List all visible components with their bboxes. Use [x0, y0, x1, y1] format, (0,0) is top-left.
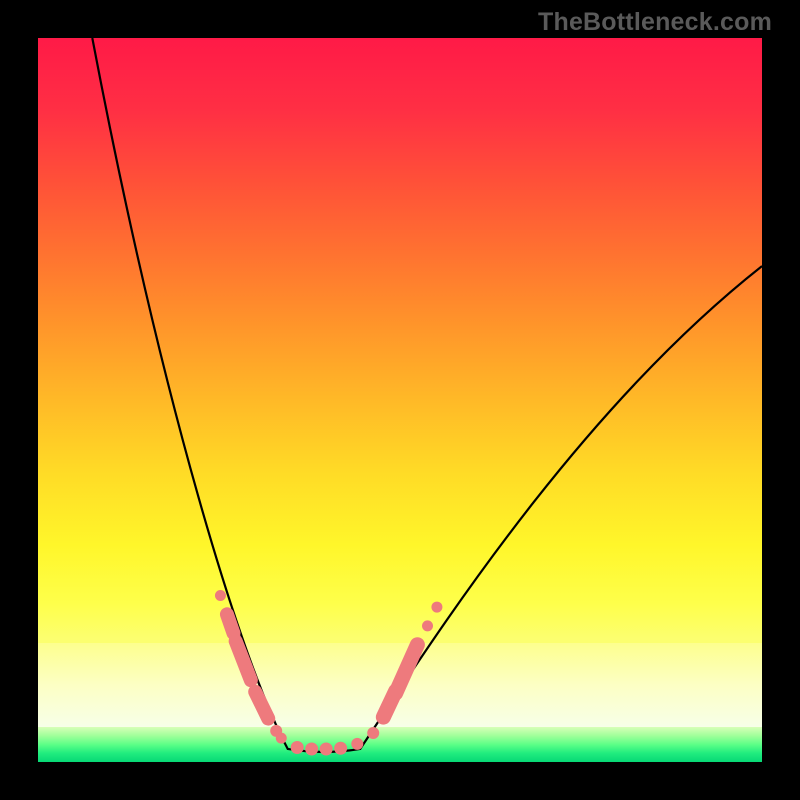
- marker-dot: [422, 620, 433, 631]
- marker-dot: [320, 742, 333, 755]
- marker-dot: [431, 602, 442, 613]
- marker-pill: [236, 641, 251, 680]
- marker-pill: [396, 645, 418, 694]
- watermark-text: TheBottleneck.com: [538, 8, 772, 37]
- marker-pill: [255, 692, 268, 719]
- bottleneck-curve: [92, 38, 762, 752]
- plot-area: [38, 38, 762, 762]
- marker-dot: [291, 741, 304, 754]
- marker-dot: [367, 727, 379, 739]
- marker-dot: [276, 733, 287, 744]
- marker-dot: [351, 738, 363, 750]
- marker-dot: [215, 590, 226, 601]
- marker-pill: [227, 614, 234, 633]
- chart-overlay: [38, 38, 762, 762]
- marker-dot: [334, 742, 347, 755]
- marker-dot: [305, 742, 318, 755]
